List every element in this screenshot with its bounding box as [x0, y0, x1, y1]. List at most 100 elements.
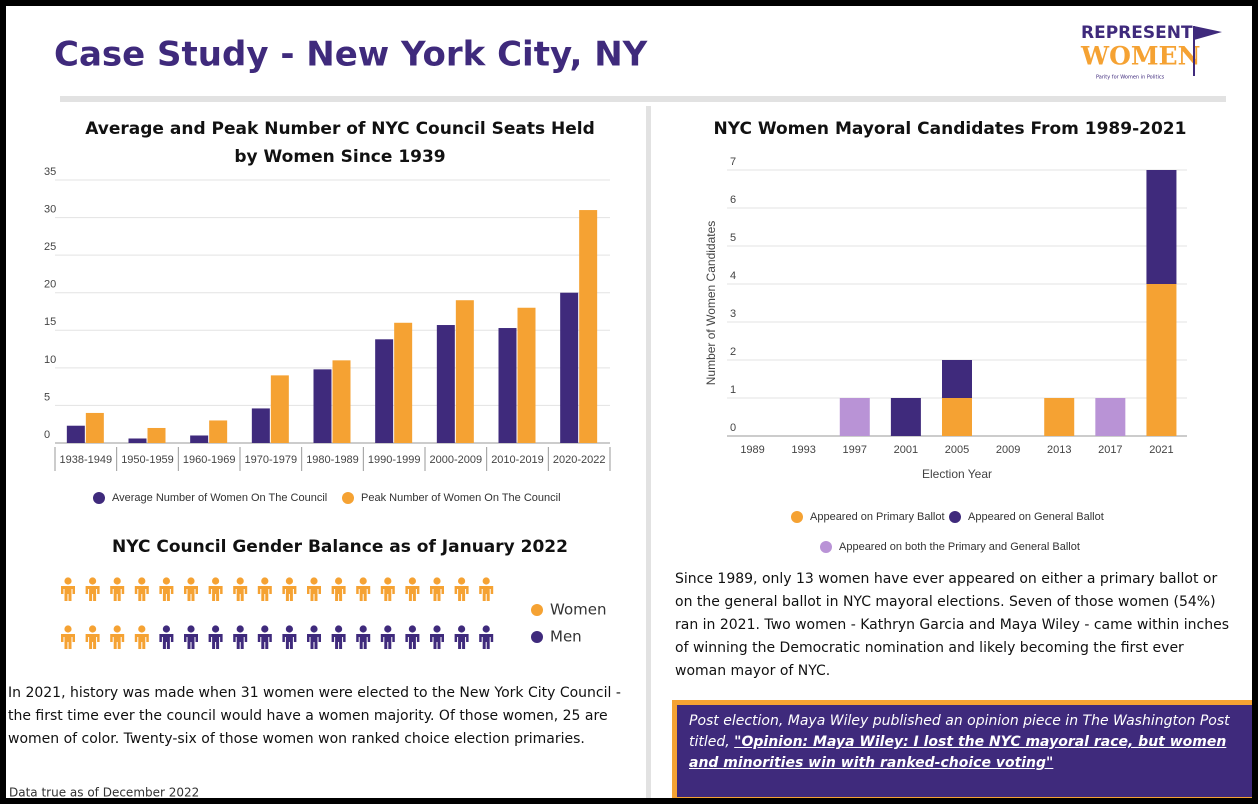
person-body	[405, 586, 420, 601]
canvas: Case Study - New York City, NY REPRESENT…	[9, 23, 1226, 799]
x-tick-label: 2010-2019	[491, 454, 544, 466]
x-tick-label: 1950-1959	[121, 454, 174, 466]
bar-segment	[839, 398, 870, 436]
person-icon	[380, 625, 395, 649]
bar	[455, 300, 474, 443]
person-head	[408, 625, 416, 633]
bar	[313, 369, 332, 443]
legend-swatch	[93, 492, 105, 504]
person-body	[479, 586, 494, 601]
bar	[128, 438, 147, 443]
person-head	[285, 625, 293, 633]
person-body	[282, 634, 297, 649]
legend-label: Appeared on both the Primary and General…	[839, 541, 1080, 553]
person-head	[384, 577, 392, 585]
person-icon	[159, 625, 174, 649]
y-tick-label: 20	[44, 279, 56, 291]
y-tick-label: 10	[44, 354, 56, 366]
chart-title: Average and Peak Number of NYC Council S…	[85, 119, 595, 139]
y-tick-label: 2	[730, 346, 736, 358]
x-tick-label: 1990-1999	[368, 454, 421, 466]
person-icon	[110, 577, 125, 601]
footer: Data true as of December 2022	[9, 786, 199, 799]
person-icon	[184, 625, 198, 649]
person-body	[479, 634, 494, 649]
person-icon	[184, 577, 198, 601]
y-tick-label: 15	[44, 316, 56, 328]
person-body	[208, 634, 223, 649]
chart-title: NYC Women Mayoral Candidates From 1989-2…	[714, 119, 1187, 139]
person-icon	[61, 577, 75, 601]
bar-segment	[942, 398, 972, 436]
person-body	[134, 634, 149, 649]
bar	[517, 307, 536, 443]
bar	[579, 210, 598, 443]
person-body	[61, 586, 75, 601]
person-head	[162, 577, 170, 585]
person-head	[433, 577, 441, 585]
person-body	[257, 634, 272, 649]
x-tick-label: 2009	[996, 444, 1020, 456]
bar	[375, 339, 394, 443]
person-icon	[85, 625, 100, 649]
person-body	[233, 634, 248, 649]
y-tick-label: 4	[730, 270, 736, 282]
person-body	[85, 634, 100, 649]
y-tick-label: 6	[730, 194, 736, 206]
person-head	[359, 577, 367, 585]
y-tick-label: 3	[730, 308, 736, 320]
person-icon	[282, 577, 297, 601]
person-head	[212, 625, 220, 633]
logo-tagline: Parity for Women in Politics	[1096, 75, 1165, 81]
person-icon	[356, 577, 371, 601]
bar-segment	[890, 398, 921, 436]
legend-swatch	[531, 631, 543, 643]
person-icon	[208, 577, 223, 601]
person-head	[335, 577, 343, 585]
person-icon	[479, 625, 494, 649]
person-head	[433, 625, 441, 633]
person-head	[482, 577, 490, 585]
person-icon	[380, 577, 395, 601]
person-body	[134, 586, 149, 601]
person-head	[335, 625, 343, 633]
person-head	[64, 577, 72, 585]
x-tick-label: 1980-1989	[306, 454, 359, 466]
person-icon	[331, 577, 346, 601]
person-body	[110, 586, 125, 601]
person-head	[113, 625, 121, 633]
person-body	[110, 634, 125, 649]
logo-line2: WOMEN	[1080, 42, 1200, 71]
person-head	[187, 625, 195, 633]
x-tick-label: 1970-1979	[245, 454, 298, 466]
legend-label: Average Number of Women On The Council	[112, 492, 327, 504]
bar	[270, 375, 289, 443]
person-icon	[430, 577, 444, 601]
person-head	[138, 577, 146, 585]
y-tick-label: 0	[730, 422, 736, 434]
person-body	[85, 586, 100, 601]
person-body	[307, 586, 321, 601]
person-head	[408, 577, 416, 585]
person-icon	[454, 625, 469, 649]
person-head	[89, 577, 97, 585]
divider	[60, 96, 1226, 102]
x-tick-label: 2017	[1098, 444, 1122, 456]
logo-line1: REPRESENT	[1081, 23, 1193, 43]
callout-link[interactable]: "Opinion: Maya Wiley: I lost the NYC may…	[689, 734, 1227, 771]
person-body	[331, 634, 346, 649]
x-tick-label: 1993	[791, 444, 815, 456]
person-icon	[233, 625, 248, 649]
person-body	[159, 634, 174, 649]
person-body	[184, 586, 198, 601]
person-head	[236, 625, 244, 633]
legend-label: Appeared on General Ballot	[968, 511, 1104, 523]
x-tick-label: 1960-1969	[183, 454, 236, 466]
divider	[646, 106, 651, 798]
person-icon	[257, 625, 272, 649]
bar	[85, 412, 104, 443]
person-icon	[159, 577, 174, 601]
person-body	[307, 634, 321, 649]
person-body	[405, 634, 420, 649]
